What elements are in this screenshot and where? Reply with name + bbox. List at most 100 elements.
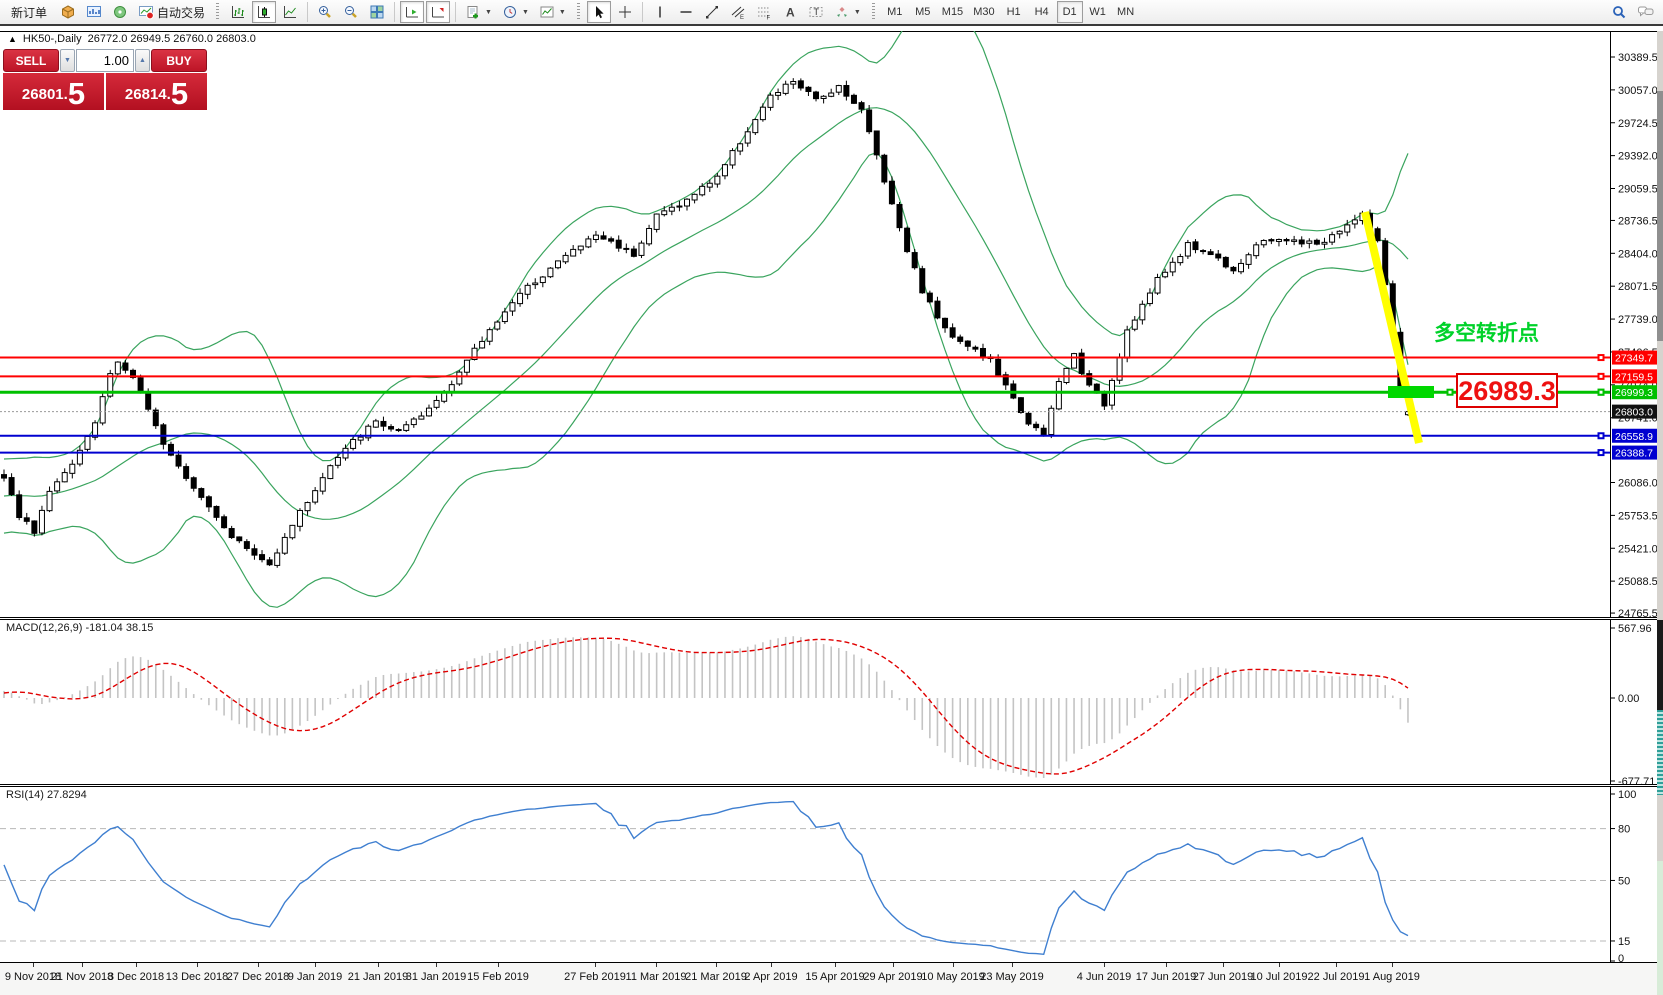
volume-decrease-button[interactable]: ▼: [60, 49, 75, 72]
chat-button[interactable]: [1633, 1, 1659, 23]
buy-price[interactable]: 26814. 5: [106, 73, 207, 110]
symbols-button[interactable]: [56, 1, 80, 23]
candle-body: [1298, 239, 1305, 245]
macd-bar: [853, 654, 855, 698]
bar-chart-button[interactable]: [226, 1, 250, 23]
panel-collapse-icon[interactable]: ▲: [8, 34, 17, 44]
volume-input[interactable]: [76, 49, 134, 72]
macd-bar: [807, 638, 810, 698]
date-label: 21 Mar 2019: [685, 971, 747, 983]
panel-splitter[interactable]: [0, 784, 1663, 787]
candle-body: [1374, 228, 1381, 242]
macd-bar: [41, 698, 43, 705]
label-icon: T: [808, 4, 824, 20]
price-callout-box[interactable]: [1456, 373, 1558, 408]
date-label: 21 Jan 2019: [347, 971, 409, 983]
zoom-out-button[interactable]: [339, 1, 363, 23]
candle-body: [1154, 277, 1161, 294]
market-watch-button[interactable]: [82, 1, 106, 23]
macd-bar: [63, 697, 66, 698]
macd-panel[interactable]: 567.96 0.00 -677.71: [0, 620, 1663, 784]
candlestick-chart-button[interactable]: [252, 1, 277, 23]
candle-body: [1268, 239, 1275, 242]
macd-bar: [746, 646, 749, 698]
macd-bar: [1391, 695, 1394, 698]
macd-bar: [1020, 698, 1022, 775]
candle-body: [61, 472, 68, 483]
date-label: 3 Dec 2018: [107, 971, 165, 983]
label-tool[interactable]: T: [804, 1, 828, 23]
channel-tool[interactable]: E: [726, 1, 750, 23]
macd-bar: [579, 637, 582, 698]
auto-trading-button[interactable]: 自动交易: [134, 1, 209, 23]
candle-body: [668, 206, 675, 212]
timeframe-w1[interactable]: W1: [1085, 1, 1111, 23]
timeframe-m5[interactable]: M5: [910, 1, 936, 23]
sell-button[interactable]: SELL: [3, 49, 59, 72]
rsi-panel[interactable]: 100 80 50 15 0: [0, 787, 1663, 962]
cursor-button[interactable]: [586, 1, 611, 23]
macd-bar: [982, 698, 984, 769]
price-badge: [1612, 445, 1659, 460]
signals-button[interactable]: [108, 1, 132, 23]
macd-bar: [413, 672, 415, 698]
new-chart-button[interactable]: ▼: [461, 1, 496, 23]
tile-windows-button[interactable]: [365, 1, 389, 23]
timeframe-m15[interactable]: M15: [938, 1, 967, 23]
timeframe-m30[interactable]: M30: [969, 1, 998, 23]
date-label: 27 Feb 2019: [564, 971, 626, 983]
date-label: 10 May 2019: [921, 971, 985, 983]
scrollbar[interactable]: [1657, 31, 1663, 995]
timeframe-h4[interactable]: H4: [1029, 1, 1055, 23]
chevron-down-icon: ▼: [853, 8, 861, 16]
date-label: 29 Apr 2019: [863, 971, 923, 983]
chart-shift-button[interactable]: [426, 1, 451, 23]
candle-body: [1017, 397, 1024, 413]
candle-body: [152, 409, 159, 427]
panel-splitter[interactable]: [0, 617, 1663, 620]
level-highlight[interactable]: [1388, 386, 1434, 398]
macd-bar: [936, 698, 939, 747]
macd-bar: [154, 664, 157, 698]
fibonacci-tool[interactable]: F: [752, 1, 776, 23]
buy-button[interactable]: BUY: [151, 49, 207, 72]
crosshair-button[interactable]: [613, 1, 637, 23]
timeframe-d1[interactable]: D1: [1056, 1, 1083, 23]
candle-body: [964, 340, 971, 347]
macd-bar: [223, 698, 225, 716]
candle-body: [433, 399, 440, 408]
text-tool[interactable]: A: [778, 1, 802, 23]
indicators-button[interactable]: ▼: [535, 1, 570, 23]
volume-increase-button[interactable]: ▲: [135, 49, 150, 72]
price-chart[interactable]: 30389.5 30057.0 29724.5 29392.0 29059.5 28736…: [0, 31, 1663, 617]
line-chart-button[interactable]: [278, 1, 302, 23]
macd-bar: [1308, 673, 1311, 698]
vertical-line-tool[interactable]: [648, 1, 672, 23]
macd-bar: [739, 648, 741, 698]
new-order-button[interactable]: 新订单: [4, 1, 54, 23]
macd-bar: [731, 649, 734, 698]
auto-scroll-button[interactable]: [400, 1, 425, 23]
timeframe-mn[interactable]: MN: [1113, 1, 1139, 23]
timeframe-h1[interactable]: H1: [1001, 1, 1027, 23]
macd-bar: [1103, 698, 1106, 744]
zoom-in-button[interactable]: [313, 1, 337, 23]
timeframe-m1[interactable]: M1: [882, 1, 908, 23]
macd-bar: [329, 698, 332, 705]
trendline-tool[interactable]: [700, 1, 724, 23]
shapes-tool[interactable]: ▼: [830, 1, 865, 23]
scrollbar-thumb[interactable]: [1657, 91, 1663, 341]
sell-price[interactable]: 26801. 5: [3, 73, 104, 110]
candle-body: [759, 106, 766, 121]
periods-button[interactable]: ▼: [498, 1, 533, 23]
yellow-trendline[interactable]: [1361, 211, 1423, 444]
search-button[interactable]: [1607, 1, 1631, 23]
trendline-icon: [704, 4, 720, 20]
price-tick-label: 29724.5: [1618, 118, 1658, 130]
date-label: 9 Jan 2019: [287, 971, 343, 983]
date-tick: [1223, 963, 1224, 967]
macd-values: -181.04 38.15: [85, 622, 154, 634]
macd-bar: [162, 669, 165, 698]
horizontal-line-tool[interactable]: [674, 1, 698, 23]
date-axis[interactable]: 9 Nov 2018 21 Nov 2018 3 Dec 2018 13 Dec 20…: [0, 963, 1663, 995]
